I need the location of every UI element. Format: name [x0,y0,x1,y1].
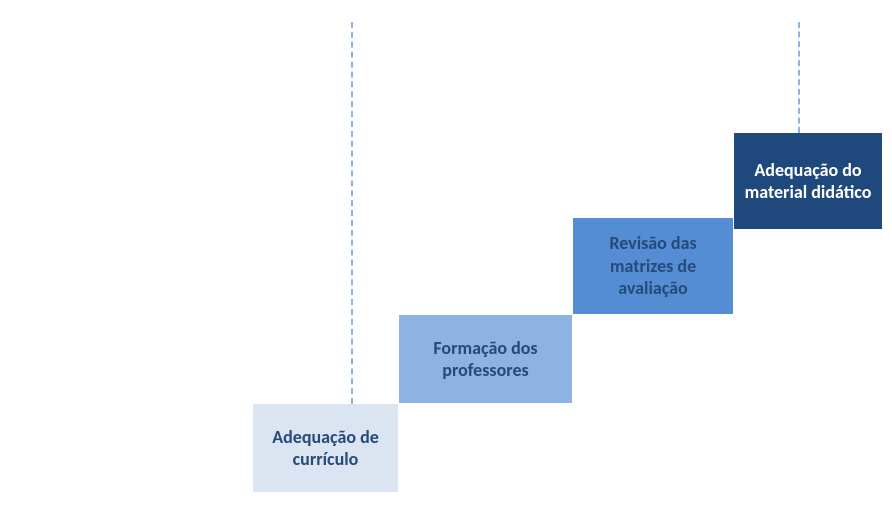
step-box-label: Revisão das matrizes de avaliação [581,232,725,300]
step-box-4: Adequação do material didático [734,133,882,229]
step-box-3: Revisão das matrizes de avaliação [573,218,733,314]
step-box-label: Adequação do material didático [742,159,874,204]
dashed-line-1 [351,22,353,404]
step-box-label: Adequação de currículo [261,426,390,471]
step-box-label: Formação dos professores [407,337,564,382]
step-box-2: Formação dos professores [399,315,572,403]
dashed-line-2 [798,22,800,133]
step-box-1: Adequação de currículo [253,404,398,492]
